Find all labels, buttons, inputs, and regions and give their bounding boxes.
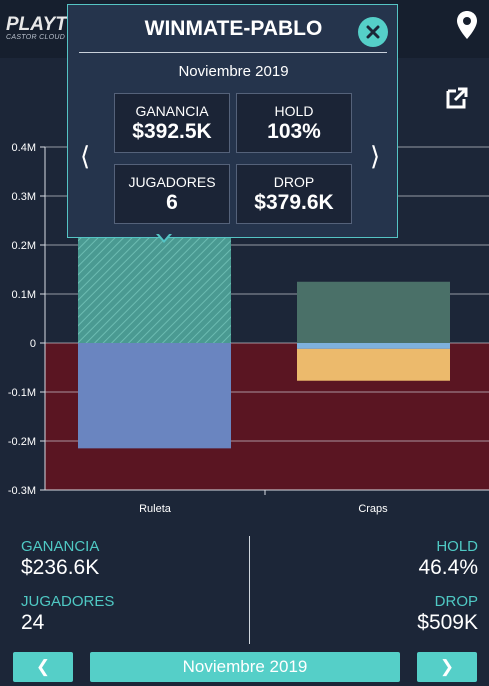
next-month-button[interactable]: ❯ xyxy=(417,652,477,682)
machine-popup: WINMATE-PABLO Noviembre 2019 ⟨ ⟩ GANANCI… xyxy=(67,4,398,238)
x-tick-label-ruleta: Ruleta xyxy=(139,503,172,515)
drop-label: DROP xyxy=(434,593,478,610)
bar-negative-craps-2 xyxy=(297,348,450,381)
close-button[interactable] xyxy=(358,17,388,47)
summary-stats: GANANCIA $236.6K JUGADORES 24 HOLD 46.4%… xyxy=(0,530,489,648)
hold-value: 46.4% xyxy=(418,556,478,579)
logo-text: PLAYT xyxy=(6,14,67,35)
bar-positive-ruleta xyxy=(78,230,231,343)
popup-drop-box: DROP $379.6K xyxy=(236,164,352,224)
bar-negative-ruleta-1 xyxy=(78,343,231,449)
y-tick-label: 0.1M xyxy=(12,289,36,301)
y-tick-label: 0 xyxy=(30,338,36,350)
y-tick-label: -0.3M xyxy=(8,485,36,497)
prev-month-button[interactable]: ❮ xyxy=(13,652,73,682)
popup-title: WINMATE-PABLO xyxy=(144,17,323,40)
logo-subtitle: CASTOR CLOUD xyxy=(6,34,66,41)
app-logo: PLAYTI CASTOR CLOUD xyxy=(6,14,72,41)
popup-prev-button[interactable]: ⟨ xyxy=(80,141,91,171)
y-tick-label: 0.4M xyxy=(12,142,36,154)
summary-jugadores: JUGADORES 24 xyxy=(21,593,114,635)
summary-hold: HOLD 46.4% xyxy=(418,538,478,580)
popup-ganancia-box: GANANCIA $392.5K xyxy=(114,93,230,153)
bar-negative-craps-1 xyxy=(297,343,450,349)
popup-jugadores-box: JUGADORES 6 xyxy=(114,164,230,224)
popup-drop-value: $379.6K xyxy=(254,191,334,214)
popup-ganancia-label: GANANCIA xyxy=(135,103,209,119)
bar-positive-craps xyxy=(297,281,450,343)
month-selector-button[interactable]: Noviembre 2019 xyxy=(90,652,400,682)
drop-value: $509K xyxy=(417,611,478,634)
popup-jugadores-label: JUGADORES xyxy=(128,174,216,190)
ganancia-label: GANANCIA xyxy=(21,538,100,555)
bar-chart: 0.4M 0.3M 0.2M 0.1M 0 -0.1M -0.2M -0.3M Ruleta Cr… xyxy=(8,142,489,515)
popup-pointer-inner xyxy=(158,233,170,240)
jugadores-label: JUGADORES xyxy=(21,593,115,610)
jugadores-value: 24 xyxy=(21,611,45,634)
close-icon xyxy=(366,25,380,39)
popup-divider xyxy=(79,52,387,53)
summary-ganancia: GANANCIA $236.6K xyxy=(21,538,99,580)
month-pager: ❮ Noviembre 2019 ❯ xyxy=(0,652,489,682)
stats-divider xyxy=(249,536,250,644)
external-link-icon[interactable] xyxy=(445,86,469,110)
popup-month: Noviembre 2019 xyxy=(178,63,289,80)
map-pin-icon[interactable] xyxy=(456,10,478,40)
y-tick-label: 0.2M xyxy=(12,240,36,252)
hold-label: HOLD xyxy=(436,538,478,555)
summary-drop: DROP $509K xyxy=(417,593,478,635)
popup-drop-label: DROP xyxy=(273,174,315,190)
popup-hold-label: HOLD xyxy=(274,103,314,119)
ganancia-value: $236.6K xyxy=(21,556,100,579)
y-tick-label: -0.2M xyxy=(8,436,36,448)
popup-next-button[interactable]: ⟩ xyxy=(370,141,381,171)
x-tick-label-craps: Craps xyxy=(358,503,388,515)
popup-hold-box: HOLD 103% xyxy=(236,93,352,153)
popup-ganancia-value: $392.5K xyxy=(132,120,212,143)
popup-hold-value: 103% xyxy=(267,120,321,143)
popup-jugadores-value: 6 xyxy=(166,191,178,214)
y-tick-label: -0.1M xyxy=(8,387,36,399)
y-tick-label: 0.3M xyxy=(12,191,36,203)
